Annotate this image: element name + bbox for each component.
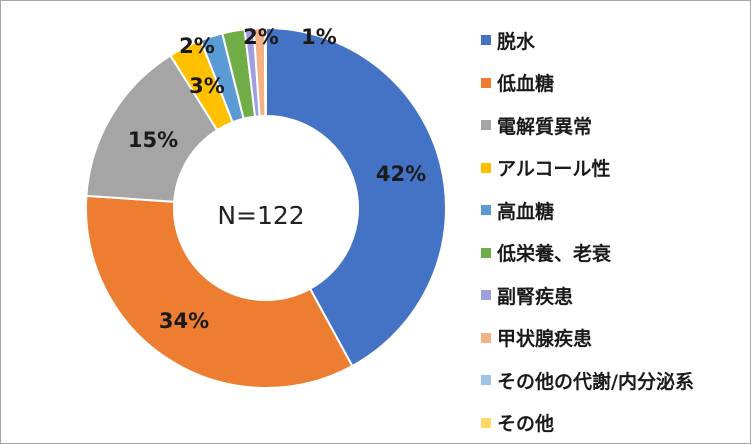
legend-item-1: 低血糖 [481,62,746,105]
slice-label-2: 15% [128,128,178,152]
donut-slice-9 [264,26,267,118]
legend-label-4: 高血糖 [497,200,555,223]
slice-label-3: 3% [189,74,225,98]
legend-swatch-9 [481,417,491,428]
legend-item-6: 副腎疾患 [481,274,746,317]
slice-label-1: 34% [159,309,209,333]
chart-legend: 脱水低血糖電解質異常アルコール性 高血糖低栄養、老衰 副腎疾患甲状腺疾患その他の代謝… [481,19,746,444]
slice-label-extra-0: 2% [243,25,279,49]
legend-item-2: 電解質異常 [481,104,746,147]
legend-label-8: その他の代謝/内分泌系 [497,370,694,393]
donut-slice-2 [85,54,219,203]
legend-swatch-2 [481,120,491,131]
legend-swatch-5 [481,247,491,258]
legend-label-2: 電解質異常 [497,115,593,138]
legend-swatch-8 [481,375,491,386]
legend-swatch-7 [481,332,491,343]
legend-label-1: 低血糖 [497,73,555,96]
legend-label-0: 脱水 [497,30,536,53]
legend-item-3: アルコール性 [481,147,746,190]
slice-labels: 42% 34% 15% 3% 2% 1% 2% [128,25,426,333]
slice-label-0: 42% [376,162,426,186]
slice-label-5: 2% [179,34,215,58]
donut-slice-0 [265,26,447,368]
legend-item-4: 高血糖 [481,189,746,232]
legend-swatch-1 [481,77,491,88]
legend-item-7: 甲状腺疾患 [481,317,746,360]
legend-item-9: その他 [481,402,746,444]
legend-label-7: 甲状腺疾患 [497,328,593,351]
legend-label-9: その他 [497,413,555,436]
legend-label-3: アルコール性 [497,158,611,181]
legend-swatch-3 [481,162,491,173]
legend-label-6: 副腎疾患 [497,285,574,308]
legend-swatch-4 [481,205,491,216]
legend-label-5: 低栄養、老衰 [497,243,612,266]
legend-item-0: 脱水 [481,19,746,62]
legend-item-5: 低栄養、老衰 [481,232,746,275]
legend-swatch-6 [481,290,491,301]
donut-slice-1 [85,194,354,389]
donut-slices [85,26,447,389]
slice-label-7: 1% [301,25,337,49]
center-total-label: N=122 [217,201,304,230]
legend-item-8: その他の代謝/内分泌系 [481,359,746,402]
legend-swatch-0 [481,35,491,46]
